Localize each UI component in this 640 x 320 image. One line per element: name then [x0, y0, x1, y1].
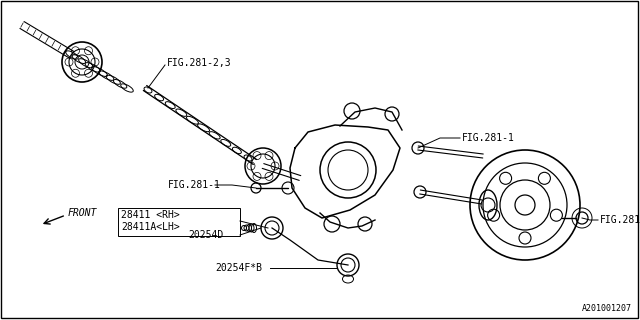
Text: FRONT: FRONT: [68, 208, 97, 218]
Text: 20254D: 20254D: [188, 230, 223, 240]
Text: 20254F*B: 20254F*B: [215, 263, 262, 273]
Text: 28411 <RH>: 28411 <RH>: [121, 210, 180, 220]
Text: FIG.281-1: FIG.281-1: [168, 180, 221, 190]
Text: FIG.281-1: FIG.281-1: [462, 133, 515, 143]
Text: FIG.281-1: FIG.281-1: [600, 215, 640, 225]
Text: 28411A<LH>: 28411A<LH>: [121, 222, 180, 232]
Bar: [118, 208, 240, 236]
Text: FIG.281-2,3: FIG.281-2,3: [167, 58, 232, 68]
Text: A201001207: A201001207: [582, 304, 632, 313]
